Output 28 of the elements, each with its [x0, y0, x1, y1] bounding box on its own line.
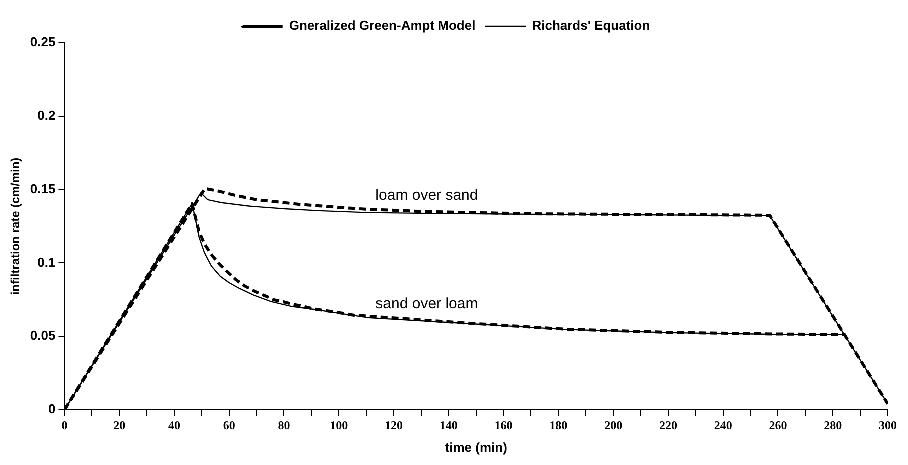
- y-tick-label: 0.05: [30, 328, 56, 344]
- y-tick-label: 0.1: [38, 254, 56, 270]
- y-tick-label: 0.25: [30, 34, 56, 50]
- x-tick-label: 60: [223, 418, 236, 432]
- x-tick-label: 100: [330, 418, 348, 432]
- x-tick-label: 20: [114, 418, 126, 432]
- x-tick-label: 300: [879, 418, 897, 432]
- x-tick-label: 280: [824, 418, 842, 432]
- x-tick-label: 220: [659, 418, 678, 432]
- x-tick-label: 80: [278, 418, 290, 432]
- x-tick-label: 40: [168, 418, 180, 432]
- annotation: loam over sand: [376, 186, 478, 204]
- x-tick-label: 200: [604, 418, 623, 432]
- annotation: sand over loam: [376, 296, 478, 313]
- x-tick-label: 260: [769, 418, 788, 432]
- x-tick-label: 140: [440, 418, 458, 432]
- y-tick-label: 0: [48, 402, 56, 417]
- x-tick-label: 120: [385, 418, 404, 432]
- x-tick-label: 0: [62, 418, 68, 432]
- x-tick-label: 160: [494, 418, 513, 432]
- x-tick-label: 180: [550, 418, 568, 432]
- x-tick-label: 240: [714, 418, 732, 432]
- legend-label: Richards' Equation: [532, 18, 650, 34]
- y-axis-title: infiltration rate (cm/min): [8, 158, 23, 296]
- y-tick-label: 0.2: [38, 108, 56, 123]
- x-axis-title: time (min): [445, 440, 508, 455]
- legend-label: Gneralized Green-Ampt Model: [289, 18, 476, 34]
- y-tick-label: 0.15: [30, 181, 56, 196]
